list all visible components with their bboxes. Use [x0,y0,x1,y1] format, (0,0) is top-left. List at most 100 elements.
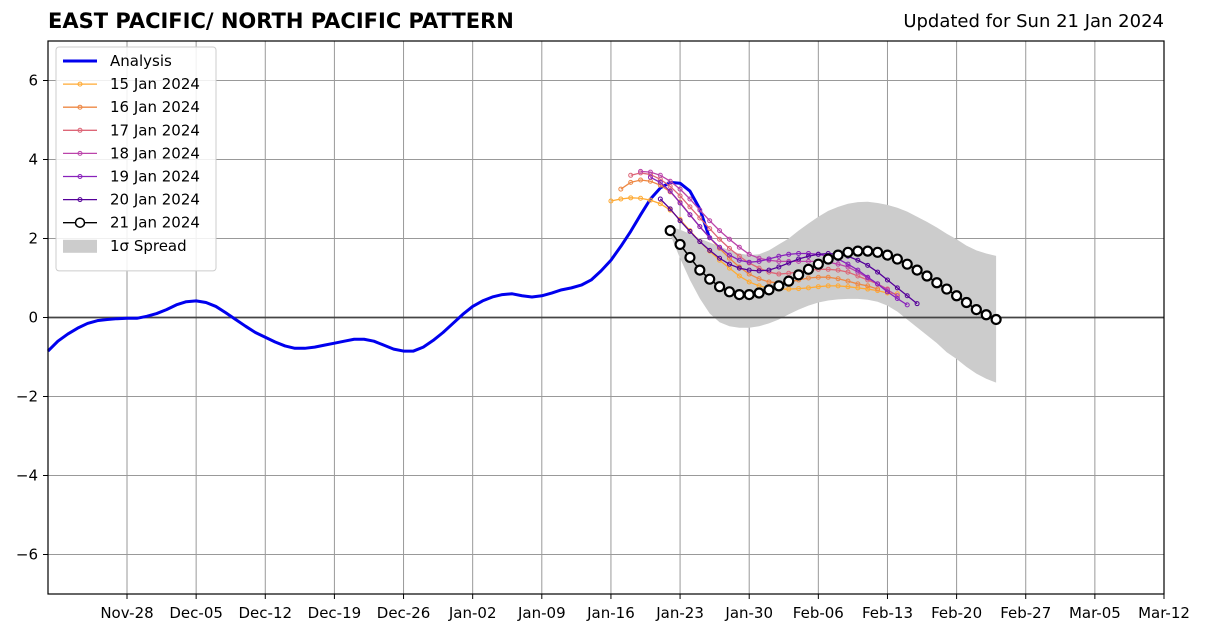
legend-marker [77,127,83,133]
data-point [914,301,920,307]
data-point [756,276,762,282]
data-point [960,296,973,309]
y-tick-label: 2 [28,230,38,248]
data-point [796,256,802,262]
chart-subtitle: Updated for Sun 21 Jan 2024 [903,11,1164,32]
data-point [736,257,742,263]
legend-item: Analysis [63,52,172,70]
data-point [766,279,772,285]
data-point [743,288,755,301]
x-tick-label: Mar-12 [1138,604,1190,622]
spread-band [670,201,997,383]
data-point [835,261,841,267]
data-point [736,265,742,271]
data-point [871,246,884,258]
data-point [628,195,634,201]
data-point [845,278,851,284]
data-point [951,290,963,302]
data-point [941,283,953,295]
data-point [707,235,713,241]
data-point [746,259,752,265]
x-tick-label: Dec-05 [169,604,223,622]
data-point [825,274,831,280]
data-point [894,285,900,291]
legend-label: 1σ Spread [110,237,187,255]
y-tick-label: −4 [16,467,38,485]
data-point [822,253,834,265]
data-point [726,252,732,258]
legend-item: 17 Jan 2024 [63,121,200,139]
legend: Analysis 15 Jan 2024 16 Jan 2024 17 Jan 202… [55,46,217,272]
data-point [687,228,693,234]
series-line [620,179,878,290]
data-point [667,188,673,194]
data-point [664,225,676,237]
y-tick-label: 6 [28,72,38,90]
data-point [733,288,745,301]
data-point [638,195,644,201]
data-point [677,193,683,199]
data-point [766,256,772,262]
data-point [835,267,841,273]
data-point [657,201,663,207]
data-point [667,183,673,189]
data-point [628,172,634,178]
x-tick-label: Mar-05 [1069,604,1121,622]
legend-label: 15 Jan 2024 [110,75,200,93]
data-point [921,270,933,282]
y-tick-label: 4 [28,151,38,169]
legend-item: 21 Jan 2024 [63,214,200,232]
x-tick-label: Jan-02 [448,604,497,622]
data-point [717,236,723,242]
legend-box [55,46,217,272]
x-tick-label: Jan-09 [517,604,566,622]
data-point [931,277,943,289]
data-point [746,267,752,273]
data-point [726,261,732,267]
data-point [865,262,871,268]
data-point [763,284,775,296]
data-point [756,258,762,264]
data-point [786,260,792,266]
data-point [687,212,693,218]
series-19-jan-2024 [647,174,910,308]
data-point [786,270,792,276]
data-point [608,198,614,204]
data-point [736,244,742,250]
data-point [684,251,696,264]
data-point [815,274,821,280]
legend-marker [77,197,83,203]
data-point [628,179,634,185]
data-point [677,200,683,206]
data-point [697,239,703,245]
data-point [736,273,742,279]
data-point [990,313,1002,326]
data-point [815,284,821,290]
data-point [704,273,716,285]
data-point [717,228,723,234]
x-tick-label: Feb-20 [931,604,982,622]
x-tick-label: Jan-30 [724,604,773,622]
data-point [911,264,923,276]
data-point [832,249,844,261]
data-point [805,258,811,264]
series-line [630,172,888,290]
x-tick-label: Jan-23 [655,604,704,622]
data-point [697,207,703,213]
data-point [677,218,683,224]
spread-band-layer [670,201,997,383]
x-tick-label: Feb-27 [1000,604,1051,622]
data-point [677,186,683,192]
data-point [717,255,723,261]
legend-marker [77,150,83,156]
data-point [776,264,782,270]
data-point [667,178,673,184]
data-point [726,236,732,242]
legend-marker [77,81,83,87]
x-tick-label: Dec-26 [377,604,431,622]
data-point [865,286,871,292]
data-point [756,255,762,261]
data-point [812,258,824,270]
data-point [674,238,686,251]
